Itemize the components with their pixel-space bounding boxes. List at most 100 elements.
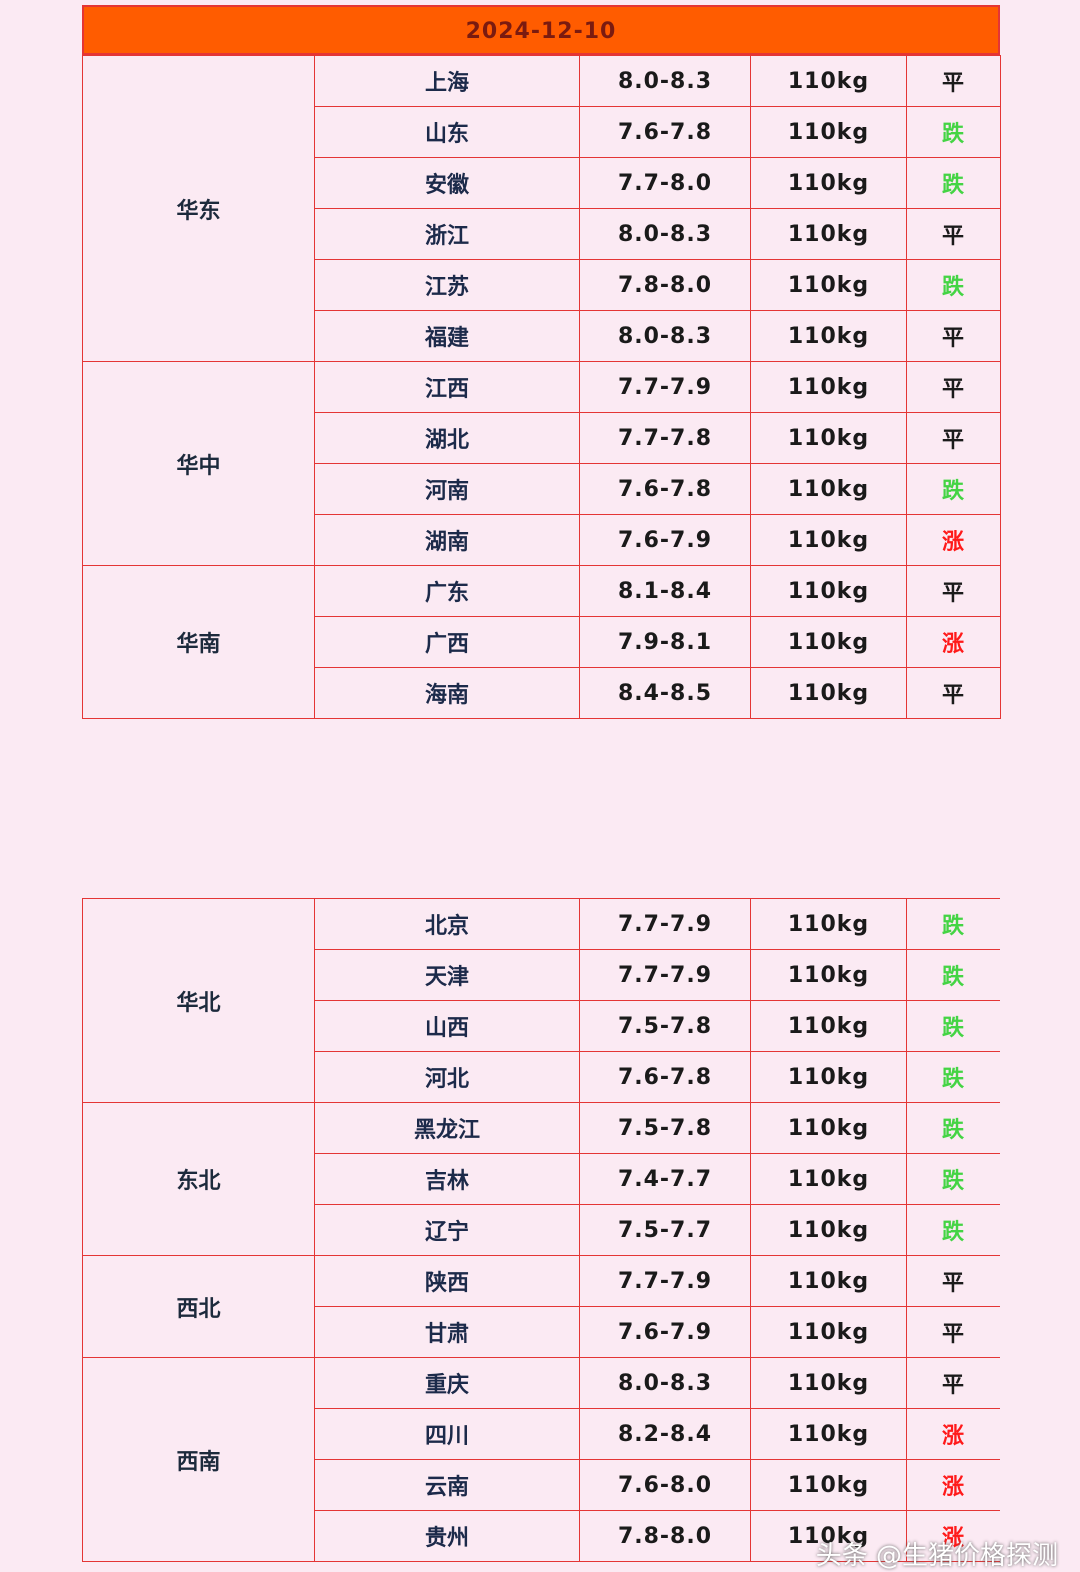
table-row: 华中 江西 7.7-7.9 110kg 平 (82, 361, 1001, 566)
table-row: 山西 7.5-7.8 110kg 跌 (83, 1000, 1000, 1052)
region: 华中 (82, 361, 315, 566)
table-block: 2024-12-10 华东 上海 8.0-8.3 110kg 平山东 7.6-7.8 110… (82, 5, 1001, 719)
region: 华南 (82, 565, 315, 719)
weight: 110kg (750, 667, 907, 719)
table-body: 华北 北京 7.7-7.9 110kg 跌天津 7.7-7.9 110kg 跌山西 7.5-7.… (82, 898, 1000, 1562)
province: 云南 (314, 1459, 580, 1511)
price-range: 7.7-7.9 (579, 949, 751, 1001)
trend: 跌 (906, 898, 1000, 950)
price-range: 8.0-8.3 (579, 208, 751, 260)
province: 甘肃 (314, 1306, 580, 1358)
weight: 110kg (750, 361, 907, 413)
table-row: 福建 8.0-8.3 110kg 平 (83, 310, 1001, 362)
weight: 110kg (750, 55, 907, 107)
table-row: 西北 陕西 7.7-7.9 110kg 平 (82, 1255, 1000, 1358)
province: 福建 (314, 310, 580, 362)
price-range: 7.8-8.0 (579, 259, 751, 311)
weight: 110kg (750, 514, 907, 566)
table-row: 浙江 8.0-8.3 110kg 平 (83, 208, 1001, 260)
trend: 平 (906, 1306, 1000, 1358)
price-range: 7.7-7.9 (579, 1255, 751, 1307)
province: 四川 (314, 1408, 580, 1460)
weight: 110kg (750, 310, 907, 362)
trend: 平 (906, 1255, 1000, 1307)
weight: 110kg (750, 1306, 907, 1358)
table-row: 华东 上海 8.0-8.3 110kg 平 (82, 55, 1001, 362)
province: 陕西 (314, 1255, 580, 1307)
province: 吉林 (314, 1153, 580, 1205)
date-header: 2024-12-10 (82, 5, 1000, 55)
trend: 跌 (906, 463, 1001, 515)
province: 广西 (314, 616, 580, 668)
province: 安徽 (314, 157, 580, 209)
weight: 110kg (750, 565, 907, 617)
province: 江苏 (314, 259, 580, 311)
region: 华北 (82, 898, 315, 1103)
trend: 平 (906, 208, 1001, 260)
trend: 平 (906, 310, 1001, 362)
price-range: 7.6-7.9 (579, 1306, 751, 1358)
table-row: 江苏 7.8-8.0 110kg 跌 (83, 259, 1001, 311)
trend: 跌 (906, 1204, 1000, 1256)
province: 海南 (314, 667, 580, 719)
price-range: 7.5-7.7 (579, 1204, 751, 1256)
price-range: 8.0-8.3 (579, 55, 751, 107)
price-range: 7.7-8.0 (579, 157, 751, 209)
region: 西南 (82, 1357, 315, 1562)
trend: 跌 (906, 157, 1001, 209)
weight: 110kg (750, 949, 907, 1001)
region: 东北 (82, 1102, 315, 1256)
trend: 涨 (906, 1459, 1000, 1511)
table-row: 湖南 7.6-7.9 110kg 涨 (83, 514, 1001, 566)
trend: 跌 (906, 106, 1001, 158)
watermark: 头条 @生猪价格探测 (815, 1541, 1058, 1571)
weight: 110kg (750, 106, 907, 158)
weight: 110kg (750, 898, 907, 950)
price-range: 8.0-8.3 (579, 1357, 751, 1409)
table-row: 东北 黑龙江 7.5-7.8 110kg 跌 (82, 1102, 1000, 1256)
table-row: 甘肃 7.6-7.9 110kg 平 (83, 1306, 1000, 1358)
price-range: 7.6-7.8 (579, 106, 751, 158)
price-range: 8.4-8.5 (579, 667, 751, 719)
trend: 跌 (906, 1102, 1000, 1154)
province: 贵州 (314, 1510, 580, 1562)
trend: 涨 (906, 1408, 1000, 1460)
province: 河南 (314, 463, 580, 515)
price-range: 8.2-8.4 (579, 1408, 751, 1460)
province: 浙江 (314, 208, 580, 260)
table-row: 辽宁 7.5-7.7 110kg 跌 (83, 1204, 1000, 1256)
trend: 平 (906, 412, 1001, 464)
table-row: 海南 8.4-8.5 110kg 平 (83, 667, 1001, 719)
weight: 110kg (750, 1459, 907, 1511)
price-range: 7.9-8.1 (579, 616, 751, 668)
province: 天津 (314, 949, 580, 1001)
trend: 涨 (906, 514, 1001, 566)
province: 辽宁 (314, 1204, 580, 1256)
weight: 110kg (750, 1510, 907, 1562)
weight: 110kg (750, 157, 907, 209)
weight: 110kg (750, 259, 907, 311)
trend: 平 (906, 667, 1001, 719)
trend: 平 (906, 55, 1001, 107)
weight: 110kg (750, 1102, 907, 1154)
price-range: 8.0-8.3 (579, 310, 751, 362)
trend: 涨 (906, 1510, 1000, 1562)
price-range: 8.1-8.4 (579, 565, 751, 617)
trend: 跌 (906, 1051, 1000, 1103)
weight: 110kg (750, 463, 907, 515)
table-row: 四川 8.2-8.4 110kg 涨 (83, 1408, 1000, 1460)
weight: 110kg (750, 1408, 907, 1460)
price-range: 7.4-7.7 (579, 1153, 751, 1205)
weight: 110kg (750, 616, 907, 668)
table-row: 河南 7.6-7.8 110kg 跌 (83, 463, 1001, 515)
price-table: 华东 上海 8.0-8.3 110kg 平山东 7.6-7.8 110kg 跌安徽 7.7-8.… (82, 55, 1001, 719)
price-range: 7.6-8.0 (579, 1459, 751, 1511)
price-range: 7.7-7.8 (579, 412, 751, 464)
weight: 110kg (750, 208, 907, 260)
province: 河北 (314, 1051, 580, 1103)
table-row: 华北 北京 7.7-7.9 110kg 跌 (82, 898, 1000, 1103)
region: 西北 (82, 1255, 315, 1358)
table-row: 广西 7.9-8.1 110kg 涨 (83, 616, 1001, 668)
table-body: 华东 上海 8.0-8.3 110kg 平山东 7.6-7.8 110kg 跌安徽 7.7-8.… (82, 55, 1001, 719)
